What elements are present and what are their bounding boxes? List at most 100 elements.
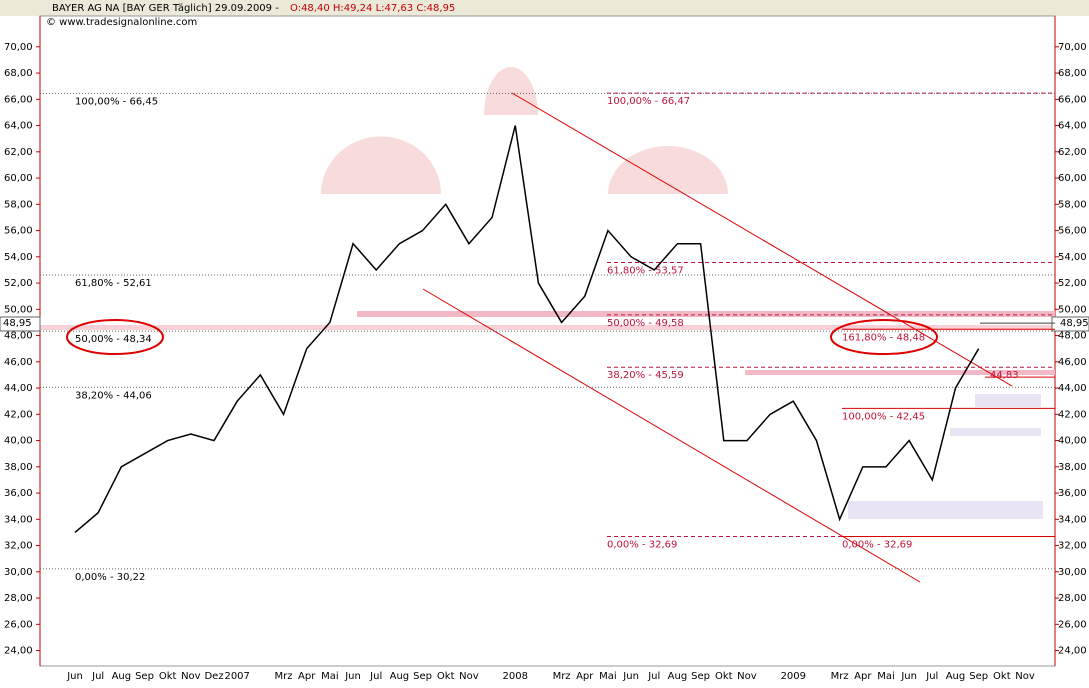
x-tick-label: Okt xyxy=(159,671,177,682)
fib-label: 38,20% - 44,06 xyxy=(75,390,152,401)
fib-label: 161,80% - 48,48 xyxy=(842,332,925,343)
zone xyxy=(357,311,1055,317)
y-tick-label: 60,00 xyxy=(1058,173,1087,184)
y-tick-label: 64,00 xyxy=(4,121,33,132)
x-tick-label: Sep xyxy=(413,671,432,682)
x-tick-label: Jun xyxy=(622,671,639,682)
source: © www.tradesignalonline.com xyxy=(46,17,197,28)
x-tick-label: Mai xyxy=(321,671,339,682)
y-tick-label: 64,00 xyxy=(1058,121,1087,132)
x-tick-label: Okt xyxy=(437,671,455,682)
x-tick-label: Jul xyxy=(925,671,938,682)
y-tick-label: 46,00 xyxy=(1058,357,1087,368)
y-tick-label: 68,00 xyxy=(4,68,33,79)
x-tick-label: Nov xyxy=(459,671,479,682)
fib-label: 100,00% - 66,45 xyxy=(75,96,158,107)
pattern-arc xyxy=(608,146,728,194)
zone xyxy=(40,325,1055,330)
y-tick-label: 24,00 xyxy=(1058,646,1087,657)
x-tick-label: Jul xyxy=(369,671,382,682)
ohlc: O:48,40 H:49,24 L:47,63 C:48,95 xyxy=(290,3,455,14)
y-tick-label: 30,00 xyxy=(1058,567,1087,578)
x-tick-label: Aug xyxy=(668,671,688,682)
x-tick-label: Aug xyxy=(112,671,132,682)
y-tick-label: 52,00 xyxy=(4,278,33,289)
fib-label: 50,00% - 48,34 xyxy=(75,334,152,345)
y-tick-label: 66,00 xyxy=(4,94,33,105)
y-tick-label: 40,00 xyxy=(1058,436,1087,447)
fib-label: 0,00% - 32,69 xyxy=(607,540,677,551)
x-tick-label: Aug xyxy=(946,671,966,682)
fib-label: 61,80% - 52,61 xyxy=(75,278,152,289)
y-tick-label: 28,00 xyxy=(4,593,33,604)
fib-label: 50,00% - 49,58 xyxy=(607,318,684,329)
x-tick-label: Jun xyxy=(900,671,917,682)
x-tick-label: Jul xyxy=(647,671,660,682)
x-tick-label: Nov xyxy=(181,671,201,682)
zone xyxy=(848,501,1043,519)
toolbar xyxy=(0,0,1089,16)
y-tick-label: 50,00 xyxy=(4,304,33,315)
x-tick-label: 2007 xyxy=(224,671,249,682)
y-tick-label: 58,00 xyxy=(1058,199,1087,210)
y-tick-label: 66,00 xyxy=(1058,94,1087,105)
y-tick-label: 58,00 xyxy=(4,199,33,210)
zone xyxy=(745,370,1055,375)
y-tick-label: 26,00 xyxy=(1058,619,1087,630)
last-price-box xyxy=(0,316,41,332)
y-tick-label: 28,00 xyxy=(1058,593,1087,604)
x-tick-label: Nov xyxy=(1015,671,1035,682)
x-tick-label: Mrz xyxy=(553,671,571,682)
x-tick-label: Dez xyxy=(204,671,223,682)
last-price-box xyxy=(1051,316,1089,332)
y-tick-label: 34,00 xyxy=(4,514,33,525)
x-tick-label: Sep xyxy=(691,671,710,682)
x-tick-label: Jun xyxy=(344,671,361,682)
chart-title: BAYER AG NA [BAY GER Täglich] 29.09.2009… xyxy=(52,3,279,14)
y-tick-label: 56,00 xyxy=(1058,226,1087,237)
y-tick-label: 44,00 xyxy=(4,383,33,394)
pattern-arc xyxy=(484,67,538,115)
y-tick-label: 48,00 xyxy=(4,331,33,342)
y-tick-label: 48,00 xyxy=(1058,331,1087,342)
y-tick-label: 38,00 xyxy=(4,462,33,473)
fib-label: 0,00% - 30,22 xyxy=(75,572,145,583)
y-tick-label: 42,00 xyxy=(1058,409,1087,420)
y-tick-label: 52,00 xyxy=(1058,278,1087,289)
x-tick-label: Apr xyxy=(298,671,316,682)
x-tick-label: Sep xyxy=(135,671,154,682)
y-tick-label: 44,00 xyxy=(1058,383,1087,394)
channel-line xyxy=(511,92,1013,387)
price-line xyxy=(74,125,980,534)
y-tick-label: 32,00 xyxy=(4,541,33,552)
last-price: 48,95 xyxy=(3,318,32,329)
fib-label: 0,00% - 32,69 xyxy=(842,540,912,551)
y-tick-label: 54,00 xyxy=(1058,252,1087,263)
fib-label: 38,20% - 45,59 xyxy=(607,370,684,381)
x-tick-label: Jun xyxy=(66,671,83,682)
x-tick-label: Mrz xyxy=(275,671,293,682)
target-label: 44,83 xyxy=(990,370,1019,381)
y-tick-label: 62,00 xyxy=(4,147,33,158)
x-tick-label: Apr xyxy=(854,671,872,682)
y-tick-label: 34,00 xyxy=(1058,514,1087,525)
x-tick-label: Aug xyxy=(390,671,410,682)
fib-label: 100,00% - 66,47 xyxy=(607,96,690,107)
fib-label: 100,00% - 42,45 xyxy=(842,411,925,422)
x-tick-label: Mai xyxy=(877,671,895,682)
x-tick-label: Okt xyxy=(993,671,1011,682)
y-tick-label: 54,00 xyxy=(4,252,33,263)
zone xyxy=(950,428,1041,436)
x-tick-label: Apr xyxy=(576,671,594,682)
y-tick-label: 38,00 xyxy=(1058,462,1087,473)
y-tick-label: 36,00 xyxy=(4,488,33,499)
last-price: 48,95 xyxy=(1060,318,1089,329)
x-tick-label: Okt xyxy=(715,671,733,682)
y-tick-label: 40,00 xyxy=(4,436,33,447)
y-tick-label: 26,00 xyxy=(4,619,33,630)
y-tick-label: 50,00 xyxy=(1058,304,1087,315)
x-tick-label: Nov xyxy=(737,671,757,682)
channel-line xyxy=(422,288,921,583)
y-tick-label: 46,00 xyxy=(4,357,33,368)
